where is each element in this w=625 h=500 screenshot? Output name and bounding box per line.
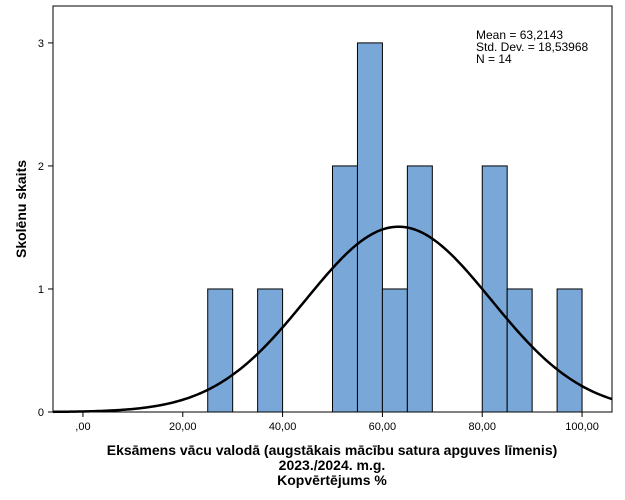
y-tick-label-0: 0 (38, 407, 44, 419)
x-axis-title-line-2: 2023./2024. m.g. (279, 457, 386, 473)
x-tick-label-2: 40,00 (269, 421, 297, 433)
x-tick-label-4: 80,00 (468, 421, 496, 433)
y-tick-label-1: 1 (38, 284, 44, 296)
x-tick-label-3: 60,00 (369, 421, 397, 433)
histogram-bar-8 (556, 288, 583, 413)
x-axis-title-line-3: Kopvērtējums % (277, 472, 387, 488)
x-tick-label-1: 20,00 (169, 421, 197, 433)
histogram-bar-0 (207, 288, 234, 413)
x-tick-label-0: ,00 (75, 421, 90, 433)
histogram-bar-7 (506, 288, 533, 413)
histogram-bar-3 (356, 42, 383, 413)
histogram-bar-5 (406, 165, 433, 413)
histogram-bar-6 (481, 165, 508, 413)
x-axis-ticks: ,00 20,00 40,00 60,00 80,00 100,00 (75, 412, 599, 433)
stats-box: Mean = 63,2143 Std. Dev. = 18,53968 N = … (476, 28, 589, 66)
y-tick-label-3: 3 (38, 38, 44, 50)
y-axis-title: Skolēnu skaits (13, 160, 29, 258)
y-axis-ticks: 0 1 2 3 (38, 38, 53, 419)
x-axis-title-line-1: Eksāmens vācu valodā (augstākais mācību … (107, 442, 558, 458)
stats-mean: Mean = 63,2143 (476, 28, 563, 42)
normal-curve (52, 225, 613, 414)
histogram-bar-4 (381, 288, 408, 413)
histogram-bars (207, 42, 583, 413)
histogram-bar-2 (332, 165, 358, 413)
x-tick-label-5: 100,00 (565, 421, 599, 433)
stats-std-dev: Std. Dev. = 18,53968 (476, 40, 589, 54)
stats-n: N = 14 (476, 52, 512, 66)
y-tick-label-2: 2 (38, 161, 44, 173)
